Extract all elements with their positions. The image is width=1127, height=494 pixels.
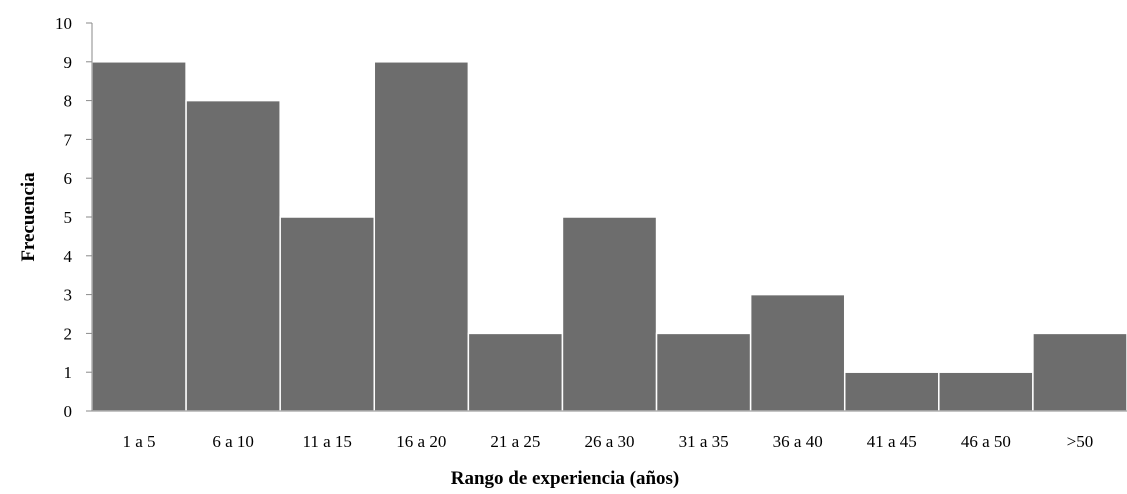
y-tick-label: 2 xyxy=(64,324,73,343)
bar-5 xyxy=(467,332,564,412)
bars-layer xyxy=(91,61,1127,412)
bar-2 xyxy=(185,99,281,412)
x-tick-label: 6 a 10 xyxy=(212,432,254,451)
x-tick-label: 46 a 50 xyxy=(961,432,1011,451)
x-tick-label: 1 a 5 xyxy=(123,432,156,451)
y-tick-label: 6 xyxy=(64,169,73,188)
y-tick-label: 8 xyxy=(64,92,73,111)
y-tick-label: 5 xyxy=(64,208,73,227)
x-tick-label: >50 xyxy=(1067,432,1094,451)
bar-10 xyxy=(938,371,1034,412)
bar-11 xyxy=(1032,332,1127,412)
x-tick-label: 21 a 25 xyxy=(490,432,540,451)
x-tick-label: 11 a 15 xyxy=(303,432,352,451)
x-tick-label: 31 a 35 xyxy=(679,432,729,451)
x-tick-label: 26 a 30 xyxy=(584,432,634,451)
y-tick-label: 7 xyxy=(64,130,73,149)
x-tick-label: 41 a 45 xyxy=(867,432,917,451)
y-tick-label: 0 xyxy=(64,402,73,421)
bar-6 xyxy=(561,216,658,412)
x-axis-title: Rango de experiencia (años) xyxy=(451,468,680,489)
bar-1 xyxy=(91,61,187,412)
y-tick-label: 9 xyxy=(64,53,73,72)
bar-8 xyxy=(749,293,846,412)
x-tick-label: 36 a 40 xyxy=(773,432,823,451)
y-tick-label: 10 xyxy=(55,14,72,33)
x-ticks-layer: 1 a 5 6 a 10 11 a 15 16 a 20 21 a 25 26 a 30 3… xyxy=(123,432,1094,451)
bar-3 xyxy=(279,216,376,412)
bar-9 xyxy=(843,371,940,412)
y-tick-label: 1 xyxy=(64,363,73,382)
x-tick-label: 16 a 20 xyxy=(396,432,446,451)
y-axis-title: Frecuencia xyxy=(18,172,39,262)
bar-4 xyxy=(373,61,470,412)
y-tick-label: 3 xyxy=(64,286,73,305)
y-ticks-layer: 0 1 2 3 4 5 6 7 8 9 10 xyxy=(55,14,92,421)
bar-7 xyxy=(655,332,752,412)
y-tick-label: 4 xyxy=(64,247,73,266)
